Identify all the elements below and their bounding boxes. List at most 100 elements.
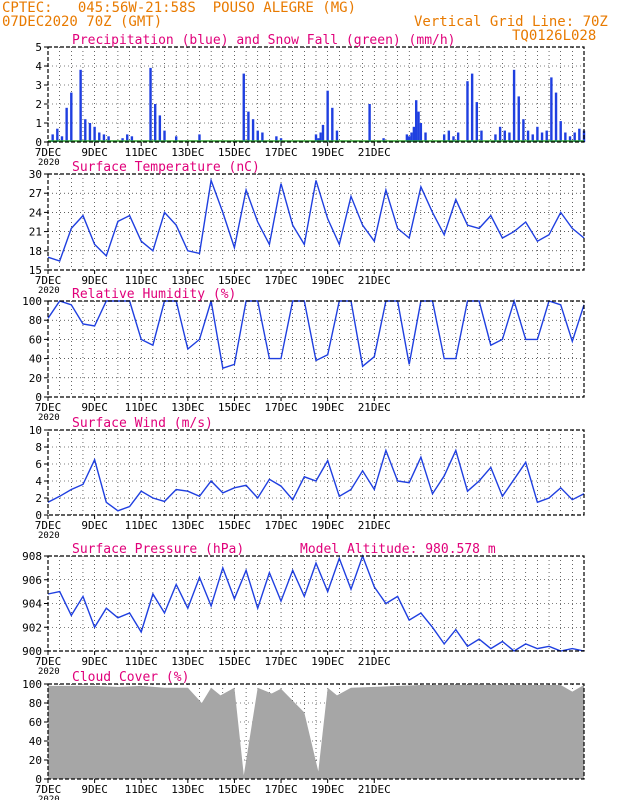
panel-title: Surface Wind (m/s) [72, 416, 213, 431]
header-run-id: TQ0126L028 [512, 28, 597, 44]
precip-bar [480, 130, 483, 142]
precip-bar [331, 107, 334, 142]
precip-bar [279, 138, 283, 142]
precip-bar [578, 128, 581, 142]
precip-bar [412, 126, 416, 142]
precip-bar [382, 138, 385, 142]
precip-bar [321, 124, 325, 142]
precip-bar [559, 121, 562, 142]
precip-bar [93, 126, 96, 142]
precip-bar [261, 132, 264, 142]
y-tick-label: 27 [29, 187, 42, 200]
precip-bar [442, 134, 446, 142]
x-tick-label: 15DEC [218, 274, 251, 287]
panel-frame [47, 555, 585, 652]
precip-bar [88, 123, 92, 142]
x-tick-label: 7DEC [35, 655, 62, 668]
y-tick-label: 6 [35, 458, 42, 471]
header-grid-note: Vertical Grid Line: 70Z [414, 14, 608, 30]
y-tick-label: 40 [29, 735, 42, 748]
x-tick-label: 17DEC [264, 146, 297, 159]
precip-bar [154, 104, 157, 142]
precip-bar [56, 128, 59, 142]
precip-bar [568, 136, 572, 142]
x-tick-label: 19DEC [311, 655, 344, 668]
x-year-label: 2020 [38, 795, 60, 800]
x-tick-label: 13DEC [171, 146, 204, 159]
precip-bar [447, 130, 451, 142]
x-tick-label: 11DEC [125, 783, 158, 796]
precip-bar [494, 134, 497, 142]
precip-bar [317, 138, 320, 142]
x-tick-label: 9DEC [81, 146, 108, 159]
y-tick-label: 5 [35, 41, 42, 54]
precip-bar [84, 119, 87, 142]
precip-bar [564, 132, 567, 142]
y-tick-label: 8 [35, 441, 42, 454]
precip-bar [242, 73, 245, 142]
precip-bar [417, 111, 420, 142]
x-tick-label: 19DEC [311, 146, 344, 159]
y-tick-label: 3 [35, 79, 42, 92]
x-tick-label: 17DEC [264, 655, 297, 668]
panel-frame [47, 173, 585, 271]
precip-bar [126, 134, 129, 142]
x-tick-label: 19DEC [311, 401, 344, 414]
x-tick-label: 11DEC [125, 519, 158, 532]
y-tick-label: 100 [22, 295, 42, 308]
panel-title: Relative Humidity (%) [72, 287, 236, 302]
y-tick-label: 18 [29, 245, 42, 258]
precip-bar [60, 136, 64, 142]
y-tick-label: 30 [29, 168, 42, 181]
precip-bar [368, 104, 371, 142]
x-tick-label: 17DEC [264, 401, 297, 414]
x-tick-label: 13DEC [171, 401, 204, 414]
x-tick-label: 9DEC [81, 519, 108, 532]
x-tick-label: 13DEC [171, 274, 204, 287]
precip-bar [275, 136, 278, 142]
precip-bar [335, 130, 339, 142]
x-tick-label: 21DEC [358, 274, 391, 287]
precip-bar [540, 132, 544, 142]
panel-frame [47, 429, 585, 516]
panel-title: Precipitation (blue) and Snow Fall (gree… [72, 33, 456, 48]
precip-bar [174, 136, 178, 142]
precip-bar [405, 134, 409, 142]
y-tick-label: 60 [29, 333, 42, 346]
precip-bar [121, 138, 124, 142]
x-year-label: 2020 [38, 158, 60, 168]
y-tick-label: 24 [29, 206, 43, 219]
precip-bar [452, 136, 455, 142]
cloud-cover-area [48, 685, 584, 779]
y-tick-label: 15 [29, 264, 42, 277]
y-tick-label: 100 [22, 678, 42, 691]
panel-annotation: Model Altitude: 980.578 m [300, 542, 496, 557]
y-tick-label: 2 [35, 98, 42, 111]
x-tick-label: 21DEC [358, 783, 391, 796]
panel-frame [47, 683, 585, 780]
x-tick-label: 11DEC [125, 146, 158, 159]
x-year-label: 2020 [38, 667, 60, 677]
x-tick-label: 15DEC [218, 519, 251, 532]
series-line [47, 448, 585, 512]
precip-bar [470, 73, 474, 142]
precip-bar [545, 130, 548, 142]
x-tick-label: 9DEC [81, 274, 108, 287]
precip-bar [512, 69, 516, 142]
x-tick-label: 9DEC [81, 401, 108, 414]
x-year-label: 2020 [38, 286, 60, 296]
precip-bar [247, 111, 250, 142]
y-tick-label: 20 [29, 754, 42, 767]
x-tick-label: 7DEC [35, 519, 62, 532]
precip-bar [419, 123, 423, 142]
y-tick-label: 21 [29, 226, 42, 239]
precip-bar [498, 126, 502, 142]
x-tick-label: 21DEC [358, 146, 391, 159]
precip-bar [107, 136, 110, 142]
x-tick-label: 13DEC [171, 519, 204, 532]
precip-bar [256, 130, 259, 142]
x-tick-label: 11DEC [125, 655, 158, 668]
series-line [47, 298, 585, 370]
y-tick-label: 0 [35, 391, 42, 404]
header-station: CPTEC: 045:56W-21:58S POUSO ALEGRE (MG) [2, 0, 357, 16]
